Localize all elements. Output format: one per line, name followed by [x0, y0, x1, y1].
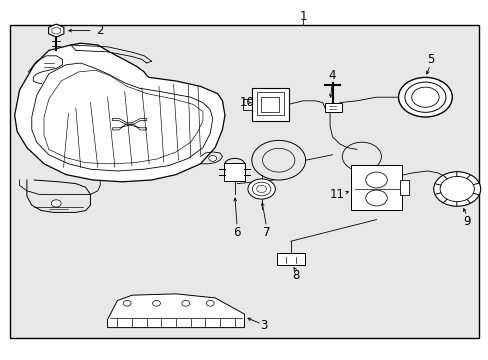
Text: 6: 6: [233, 226, 241, 239]
FancyBboxPatch shape: [224, 163, 245, 181]
Polygon shape: [107, 294, 244, 328]
Text: 3: 3: [260, 319, 267, 332]
Text: 11: 11: [329, 188, 344, 201]
Text: 7: 7: [262, 226, 270, 239]
Circle shape: [208, 156, 216, 161]
FancyBboxPatch shape: [243, 99, 251, 110]
Circle shape: [247, 179, 275, 199]
Circle shape: [398, 77, 451, 117]
Text: 5: 5: [426, 53, 433, 66]
Circle shape: [182, 300, 189, 306]
FancyBboxPatch shape: [10, 25, 478, 338]
Text: 8: 8: [291, 269, 299, 282]
FancyBboxPatch shape: [400, 180, 408, 195]
Circle shape: [206, 300, 214, 306]
Polygon shape: [15, 43, 224, 182]
Text: 2: 2: [96, 24, 104, 37]
Text: 4: 4: [328, 69, 336, 82]
FancyBboxPatch shape: [276, 253, 304, 265]
Circle shape: [51, 200, 61, 207]
Circle shape: [123, 300, 131, 306]
FancyBboxPatch shape: [251, 88, 288, 121]
Circle shape: [152, 300, 160, 306]
Text: 10: 10: [239, 96, 254, 109]
Text: 9: 9: [462, 215, 470, 228]
Polygon shape: [48, 24, 64, 37]
Text: 1: 1: [299, 10, 306, 23]
FancyBboxPatch shape: [350, 165, 402, 210]
FancyBboxPatch shape: [325, 103, 342, 112]
Circle shape: [433, 172, 480, 206]
